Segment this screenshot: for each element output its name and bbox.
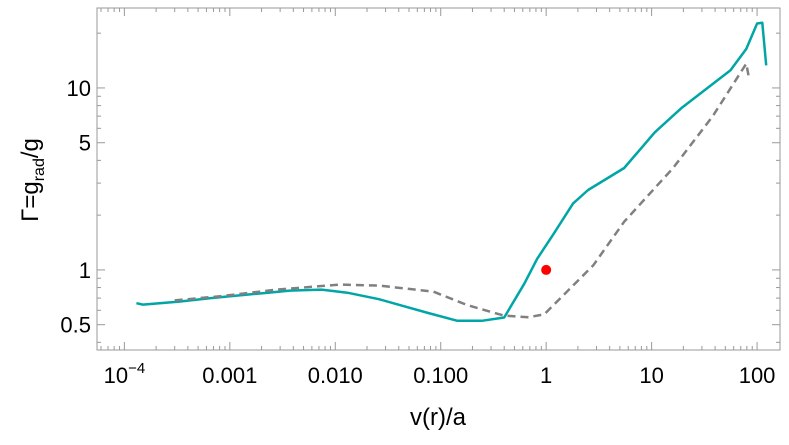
x-tick-label-base: 10 [104, 363, 128, 388]
x-tick-label: 0.100 [413, 363, 468, 388]
x-tick-label: 0.001 [202, 363, 257, 388]
y-tick-label: 5 [79, 131, 91, 156]
plot-frame [96, 7, 781, 351]
dashed-series-line [174, 62, 750, 319]
y-axis-label: Γ=grad/g [17, 138, 48, 222]
x-tick-label: 1 [540, 363, 552, 388]
y-tick-label: 10 [67, 76, 91, 101]
x-axis-label: v(r)/a [410, 404, 467, 431]
data-point-marker [541, 264, 552, 275]
x-tick-label: 10 [639, 363, 663, 388]
y-tick-label: 0.5 [60, 313, 91, 338]
x-tick-label: 100 [739, 363, 776, 388]
y-tick-labels: 0.5 1 5 10 [60, 76, 91, 338]
x-tick-label: 0.010 [308, 363, 363, 388]
x-tick-label-exponent: −4 [128, 360, 145, 377]
y-tick-label: 1 [79, 258, 91, 283]
axis-ticks [97, 8, 780, 350]
solid-series-line [136, 21, 768, 323]
x-tick-label: 10−4 [104, 360, 146, 388]
x-tick-labels: 10−4 0.001 0.010 0.100 1 10 100 [104, 360, 776, 388]
series-group [136, 21, 768, 323]
